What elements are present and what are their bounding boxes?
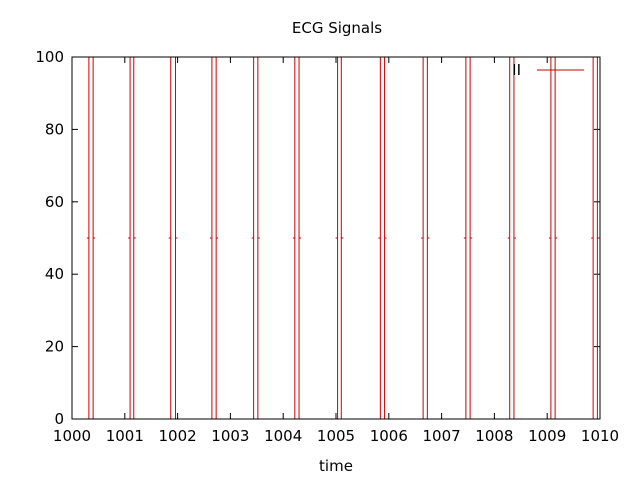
x-tick-label: 1009 xyxy=(528,427,566,445)
y-tick-label: 60 xyxy=(45,193,64,211)
chart-title: ECG Signals xyxy=(292,19,382,37)
x-tick-label: 1008 xyxy=(475,427,513,445)
y-tick-label: 20 xyxy=(45,338,64,356)
legend-label-ii: II xyxy=(512,61,521,79)
y-tick-label: 100 xyxy=(35,48,64,66)
x-tick-label: 1003 xyxy=(211,427,249,445)
x-tick-label: 1001 xyxy=(106,427,144,445)
x-tick-label: 1002 xyxy=(159,427,197,445)
x-tick-label: 1000 xyxy=(53,427,91,445)
x-axis-label: time xyxy=(319,457,353,475)
legend: II xyxy=(512,61,584,79)
y-tick-label: 0 xyxy=(54,410,64,428)
y-tick-label: 40 xyxy=(45,265,64,283)
x-tick-label: 1010 xyxy=(581,427,619,445)
x-tick-label: 1007 xyxy=(423,427,461,445)
x-tick-label: 1006 xyxy=(370,427,408,445)
y-tick-label: 80 xyxy=(45,120,64,138)
x-tick-label: 1004 xyxy=(264,427,302,445)
plot-frame xyxy=(71,56,601,420)
x-tick-label: 1005 xyxy=(317,427,355,445)
axis-ticks: 1000 1001 1002 1003 1004 1005 1006 1007 1008 1009… xyxy=(35,48,619,445)
series-group xyxy=(86,57,600,419)
